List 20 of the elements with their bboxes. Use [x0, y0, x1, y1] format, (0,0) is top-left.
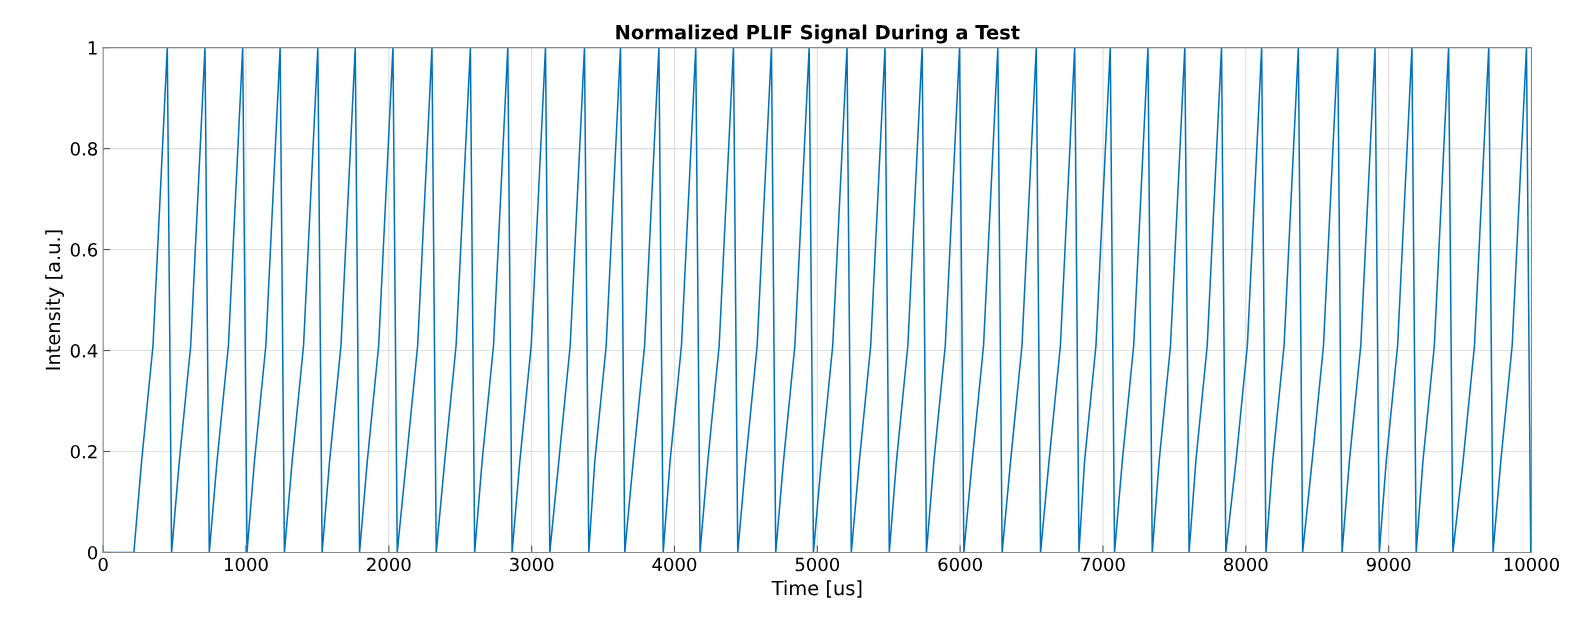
x-axis-title: Time [us] [771, 580, 862, 598]
y-tick-label: 0.6 [70, 243, 98, 257]
x-tick-label: 8000 [1224, 557, 1268, 572]
y-axis-title: Intensity [a.u.] [45, 230, 65, 370]
chart-title: Normalized PLIF Signal During a Test [616, 24, 1020, 44]
x-tick-label: 7000 [1081, 557, 1125, 572]
x-tick-label: 9000 [1366, 557, 1411, 572]
y-tick-label: 0 [88, 545, 98, 560]
y-tick-label: 0.4 [70, 343, 98, 358]
x-tick-label: 0 [98, 557, 108, 572]
x-tick-label: 5000 [795, 557, 840, 572]
y-tick-label: 1 [88, 41, 97, 55]
x-tick-label: 10000 [1504, 557, 1559, 572]
y-tick-label: 0.8 [70, 142, 98, 156]
x-tick-label: 4000 [652, 557, 697, 572]
y-tick-label: 0.2 [70, 444, 97, 459]
x-tick-label: 6000 [938, 557, 982, 572]
x-tick-label: 2000 [367, 557, 411, 572]
x-tick-label: 3000 [510, 557, 554, 572]
x-tick-label: 1000 [224, 557, 268, 572]
